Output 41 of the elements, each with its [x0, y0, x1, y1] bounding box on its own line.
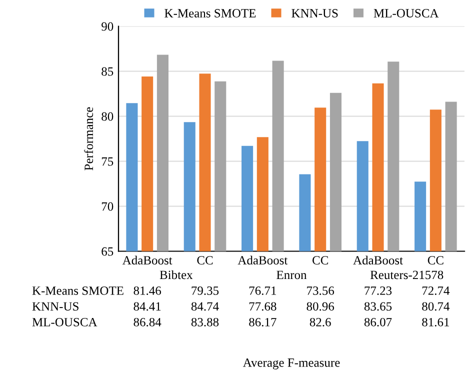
data-label: 82.6 — [310, 318, 331, 326]
data-label: 84.74 — [191, 302, 219, 311]
data-label: 86.17 — [249, 318, 276, 326]
legend-label: KNN-US — [292, 9, 338, 18]
data-label: 86.84 — [134, 318, 162, 326]
text: KNN-US — [32, 302, 78, 311]
text: Enron — [276, 270, 307, 280]
text: Bibtex — [160, 270, 193, 280]
text: Reuters-21578 — [370, 270, 444, 280]
data-label: 83.65 — [364, 302, 392, 311]
data-label: 73.56 — [307, 286, 334, 295]
y-tick-label: 70 — [102, 202, 114, 211]
y-tick-label: 85 — [102, 67, 114, 76]
y-axis-title: Performance — [84, 107, 94, 170]
data-label: 81.46 — [134, 286, 162, 295]
legend-label: K-Means SMOTE — [164, 9, 256, 18]
data-label: 86.07 — [364, 318, 392, 326]
y-tick-label: 90 — [102, 22, 114, 31]
text: Average F-measure — [242, 358, 340, 370]
y-tick-label: 80 — [102, 112, 114, 121]
x-tick-label: AdaBoost — [238, 256, 288, 265]
y-tick-label: 65 — [102, 247, 114, 256]
x-tick-label: CC — [428, 256, 444, 265]
text: ML-OUSCA — [32, 318, 98, 326]
x-tick-label: AdaBoost — [353, 256, 403, 265]
data-label: 76.71 — [249, 286, 276, 295]
data-label: 81.61 — [422, 318, 449, 326]
data-label: 72.74 — [422, 286, 450, 295]
data-label: 84.41 — [134, 302, 161, 311]
y-tick-label: 75 — [102, 157, 114, 166]
data-label: 77.68 — [249, 302, 276, 311]
x-tick-label: AdaBoost — [122, 256, 172, 265]
x-tick-label: CC — [312, 256, 328, 265]
data-label: 79.35 — [192, 286, 219, 295]
legend-label: ML-OUSCA — [374, 9, 439, 18]
data-label: 80.96 — [306, 302, 334, 311]
data-label: 77.23 — [364, 286, 392, 295]
x-tick-label: CC — [197, 256, 213, 265]
data-label: 83.88 — [191, 318, 219, 326]
data-label: 80.74 — [422, 302, 450, 311]
text: K-Means SMOTE — [32, 286, 124, 295]
